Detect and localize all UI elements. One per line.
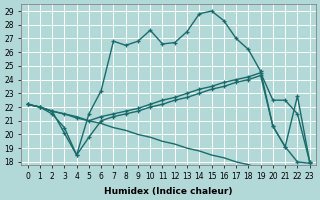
X-axis label: Humidex (Indice chaleur): Humidex (Indice chaleur) <box>104 187 233 196</box>
